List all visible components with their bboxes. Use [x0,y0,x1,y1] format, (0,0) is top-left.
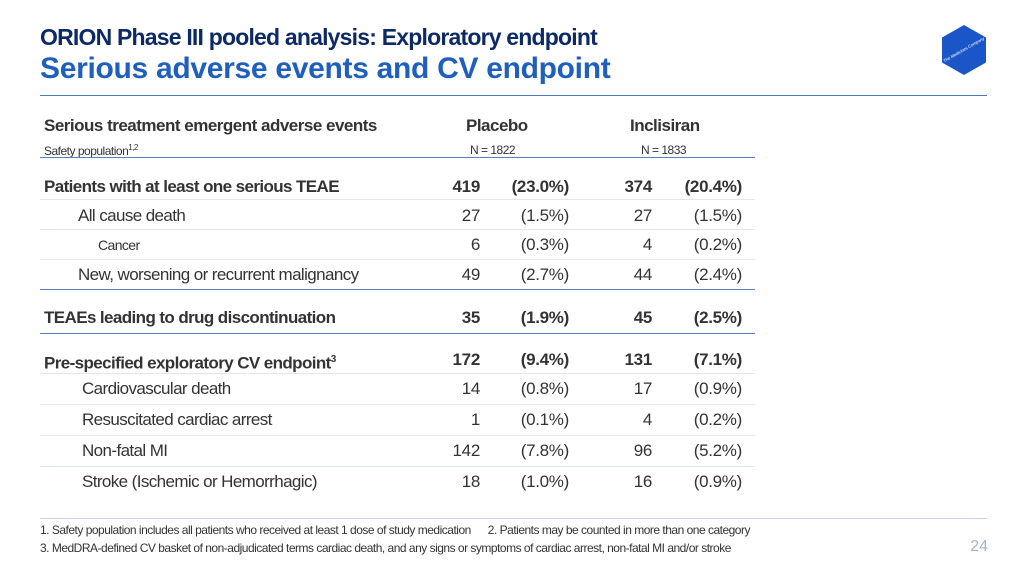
placebo-n: N = 1822 [470,143,516,157]
section-divider [40,289,755,290]
slide-title: ORION Phase III pooled analysis: Explora… [40,24,598,50]
inclisiran-percent: (1.5%) [693,206,743,225]
row-divider [40,229,755,230]
inclisiran-percent: (0.2%) [693,235,743,254]
inclisiran-count: 45 [633,308,653,327]
placebo-count: 27 [461,206,481,225]
title-divider [40,95,987,96]
placebo-header: Placebo [466,116,528,135]
placebo-count: 14 [461,379,481,398]
inclisiran-count: 131 [624,350,653,369]
inclisiran-percent: (5.2%) [693,441,743,460]
placebo-count: 35 [461,308,481,327]
inclisiran-percent: (0.9%) [693,472,743,491]
row-divider [40,435,755,436]
inclisiran-header: Inclisiran [630,116,700,135]
placebo-percent: (1.9%) [520,308,570,327]
placebo-count: 1 [470,410,480,429]
table-column-subheader: Safety population1,2 [44,143,138,158]
placebo-count: 172 [452,350,481,369]
inclisiran-percent: (0.2%) [693,410,743,429]
table-row: All cause death 27 (1.5%) 27 (1.5%) [40,201,755,231]
inclisiran-percent: (2.5%) [693,308,743,327]
table-row: Patients with at least one serious TEAE … [40,172,755,202]
placebo-count: 18 [461,472,481,491]
table-row: Cardiovascular death 14 (0.8%) 17 (0.9%) [40,374,755,404]
placebo-percent: (1.0%) [520,472,570,491]
footnote-1-2: 1. Safety population includes all patien… [40,523,750,537]
row-divider [40,404,755,405]
section-divider [40,333,755,334]
company-logo-icon: The Medicines Company [942,25,986,75]
placebo-count: 142 [452,441,481,460]
inclisiran-count: 16 [633,472,653,491]
inclisiran-percent: (7.1%) [693,350,743,369]
table-row: New, worsening or recurrent malignancy 4… [40,260,755,290]
footer-divider [40,518,987,519]
placebo-percent: (7.8%) [520,441,570,460]
inclisiran-n: N = 1833 [641,143,687,157]
table-row: Non-fatal MI 142 (7.8%) 96 (5.2%) [40,436,755,466]
inclisiran-count: 374 [624,177,653,196]
row-divider [40,466,755,467]
row-label: Stroke (Ischemic or Hemorrhagic) [82,472,318,491]
inclisiran-percent: (20.4%) [684,177,743,196]
row-label: All cause death [78,206,186,225]
table-row: Stroke (Ischemic or Hemorrhagic) 18 (1.0… [40,467,755,497]
table-row: TEAEs leading to drug discontinuation 35… [40,303,755,333]
row-label: TEAEs leading to drug discontinuation [44,308,336,327]
placebo-percent: (2.7%) [520,265,570,284]
table-row: Cancer 6 (0.3%) 4 (0.2%) [40,230,755,260]
inclisiran-percent: (2.4%) [693,265,743,284]
placebo-percent: (1.5%) [520,206,570,225]
header-divider [40,157,755,158]
row-label: Patients with at least one serious TEAE [44,177,340,196]
row-label: Resuscitated cardiac arrest [82,410,272,429]
row-label: New, worsening or recurrent malignancy [78,265,359,284]
table-column-header: Serious treatment emergent adverse event… [44,116,377,135]
inclisiran-count: 4 [642,410,652,429]
slide-subtitle: Serious adverse events and CV endpoint [40,52,611,85]
placebo-percent: (0.8%) [520,379,570,398]
placebo-count: 49 [461,265,481,284]
inclisiran-percent: (0.9%) [693,379,743,398]
row-label: Cardiovascular death [82,379,231,398]
row-label: Non-fatal MI [82,441,168,460]
footnote-3: 3. MedDRA-defined CV basket of non-adjud… [40,541,731,555]
placebo-count: 6 [470,235,480,254]
inclisiran-count: 44 [633,265,653,284]
table-row: Resuscitated cardiac arrest 1 (0.1%) 4 (… [40,405,755,435]
table-row: Pre-specified exploratory CV endpoint3 1… [40,345,755,375]
placebo-count: 419 [452,177,481,196]
row-label: Pre-specified exploratory CV endpoint3 [44,353,336,373]
row-label: Cancer [98,237,140,253]
inclisiran-count: 27 [633,206,653,225]
placebo-percent: (23.0%) [511,177,570,196]
inclisiran-count: 4 [642,235,652,254]
inclisiran-count: 17 [633,379,653,398]
placebo-percent: (0.1%) [520,410,570,429]
row-divider [40,373,755,374]
page-number: 24 [970,538,988,555]
row-divider [40,259,755,260]
placebo-percent: (0.3%) [520,235,570,254]
row-divider [40,199,755,200]
inclisiran-count: 96 [633,441,653,460]
placebo-percent: (9.4%) [520,350,570,369]
